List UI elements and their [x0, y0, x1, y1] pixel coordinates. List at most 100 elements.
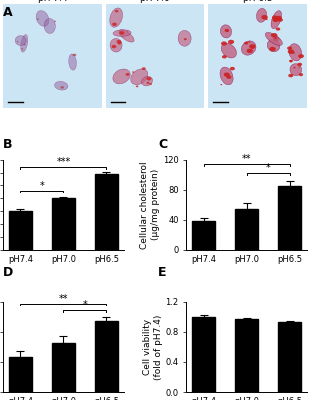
Ellipse shape: [69, 54, 76, 70]
Ellipse shape: [272, 17, 279, 22]
Ellipse shape: [265, 32, 282, 46]
Text: B: B: [3, 138, 13, 151]
Text: *: *: [39, 180, 44, 190]
Ellipse shape: [36, 10, 49, 26]
Ellipse shape: [37, 18, 39, 20]
Ellipse shape: [269, 47, 276, 51]
Ellipse shape: [23, 44, 25, 45]
Ellipse shape: [17, 41, 19, 42]
Ellipse shape: [126, 73, 130, 76]
Ellipse shape: [131, 69, 148, 85]
Ellipse shape: [60, 86, 64, 89]
Ellipse shape: [289, 44, 302, 61]
Bar: [9, 211, 32, 250]
Ellipse shape: [299, 66, 300, 68]
Text: D: D: [3, 266, 13, 279]
Text: A: A: [3, 6, 13, 19]
Ellipse shape: [119, 31, 124, 35]
Ellipse shape: [222, 55, 227, 58]
Ellipse shape: [73, 54, 74, 56]
Bar: [95, 321, 118, 392]
Ellipse shape: [249, 44, 255, 49]
Title: pH 6.5: pH 6.5: [243, 0, 272, 3]
Ellipse shape: [293, 52, 295, 54]
Ellipse shape: [142, 67, 146, 70]
Ellipse shape: [299, 73, 303, 76]
Ellipse shape: [127, 30, 129, 32]
Ellipse shape: [294, 67, 296, 68]
Ellipse shape: [289, 60, 293, 62]
Ellipse shape: [178, 30, 191, 46]
Bar: [235, 208, 259, 250]
Bar: [9, 357, 32, 392]
Bar: [51, 198, 75, 250]
Ellipse shape: [287, 46, 292, 50]
Ellipse shape: [146, 77, 151, 80]
Ellipse shape: [221, 43, 237, 58]
Ellipse shape: [224, 72, 230, 77]
Ellipse shape: [21, 34, 28, 52]
Ellipse shape: [277, 18, 283, 22]
Ellipse shape: [272, 16, 278, 20]
Text: **: **: [242, 154, 251, 164]
Ellipse shape: [274, 37, 277, 39]
Ellipse shape: [290, 60, 292, 62]
Bar: [95, 174, 118, 250]
Ellipse shape: [246, 49, 253, 53]
Ellipse shape: [110, 8, 122, 27]
Ellipse shape: [113, 30, 131, 36]
Ellipse shape: [220, 84, 222, 85]
Ellipse shape: [184, 38, 187, 40]
Ellipse shape: [54, 20, 56, 22]
Ellipse shape: [115, 10, 118, 12]
Ellipse shape: [288, 50, 294, 54]
Ellipse shape: [117, 40, 121, 43]
Ellipse shape: [244, 42, 248, 44]
Ellipse shape: [132, 71, 134, 73]
Ellipse shape: [113, 69, 130, 84]
Ellipse shape: [241, 41, 256, 55]
Bar: [192, 221, 215, 250]
Ellipse shape: [261, 15, 268, 20]
Ellipse shape: [73, 54, 76, 56]
Title: pH 7.4: pH 7.4: [38, 0, 67, 3]
Bar: [51, 343, 75, 392]
Ellipse shape: [298, 54, 304, 58]
Ellipse shape: [120, 42, 122, 43]
Ellipse shape: [267, 39, 280, 52]
Ellipse shape: [297, 63, 302, 66]
Ellipse shape: [220, 25, 232, 38]
Ellipse shape: [118, 42, 121, 44]
Ellipse shape: [276, 16, 282, 20]
Ellipse shape: [228, 40, 234, 44]
Ellipse shape: [110, 38, 122, 52]
Bar: [192, 317, 215, 392]
Bar: [278, 186, 301, 250]
Ellipse shape: [230, 67, 235, 70]
Bar: [278, 322, 301, 392]
Ellipse shape: [136, 86, 139, 87]
Text: *: *: [266, 163, 271, 173]
Ellipse shape: [273, 37, 279, 41]
Text: ***: ***: [56, 157, 70, 167]
Text: **: **: [59, 294, 68, 304]
Ellipse shape: [55, 81, 68, 90]
Y-axis label: Cellular cholesterol
(μg/mg protein): Cellular cholesterol (μg/mg protein): [140, 161, 160, 248]
Text: *: *: [82, 300, 87, 310]
Ellipse shape: [149, 83, 152, 85]
Ellipse shape: [225, 29, 229, 32]
Ellipse shape: [147, 82, 149, 84]
Text: E: E: [158, 266, 166, 279]
Ellipse shape: [142, 76, 153, 86]
Ellipse shape: [265, 18, 268, 20]
Ellipse shape: [112, 45, 116, 48]
Ellipse shape: [271, 33, 277, 38]
Ellipse shape: [44, 18, 55, 34]
Ellipse shape: [288, 74, 293, 77]
Ellipse shape: [112, 22, 117, 26]
Ellipse shape: [221, 41, 227, 46]
Ellipse shape: [248, 41, 250, 43]
Ellipse shape: [252, 48, 254, 49]
Ellipse shape: [15, 36, 26, 46]
Bar: [235, 319, 259, 392]
